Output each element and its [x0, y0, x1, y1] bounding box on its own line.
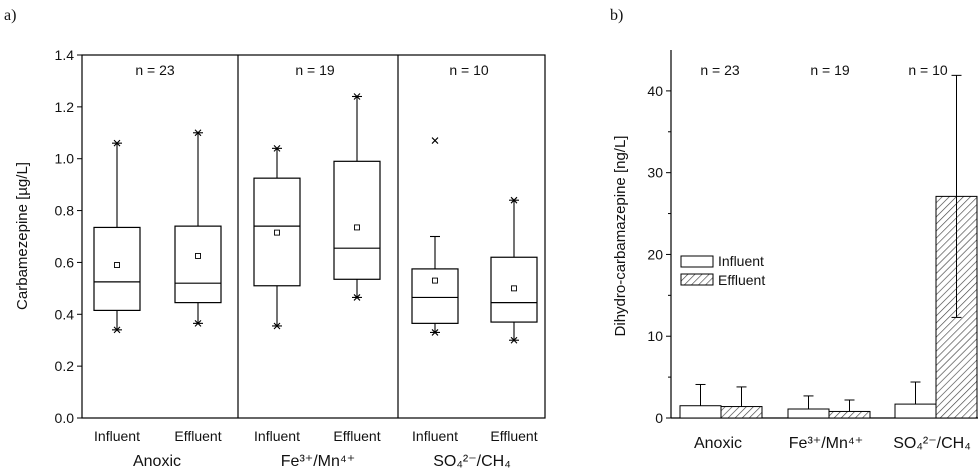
b-n-label-so4-ch4: n = 10	[908, 62, 948, 78]
extreme-marker	[273, 144, 281, 152]
box-plot	[174, 129, 222, 327]
box-plot	[93, 139, 141, 334]
extreme-marker	[194, 129, 202, 137]
y-tick-label: 1.4	[55, 47, 75, 63]
panel-b-y-axis-label: Dihydro-carbamazepine [ng/L]	[612, 136, 629, 337]
group-label-so4-ch4: SO₄²⁻/CH₄	[433, 453, 511, 470]
panel-a: a) 0.0 0.2 0.4 0.6 0.8 1.0 1.2 1.4 Carbamezepin…	[4, 7, 546, 470]
legend-label-effluent: Effluent	[718, 272, 765, 288]
extreme-marker	[510, 336, 518, 344]
box	[174, 225, 222, 304]
bar-effluent	[720, 406, 763, 419]
box	[411, 268, 459, 324]
b-n-label-anoxic: n = 23	[700, 62, 740, 78]
panel-a-label: a)	[4, 7, 16, 24]
y-tick-label: 30	[647, 165, 663, 181]
b-category-so4-ch4: SO₄²⁻/CH₄	[893, 435, 971, 452]
legend-swatch-effluent	[680, 273, 714, 286]
extreme-marker	[113, 326, 121, 334]
bar-effluent	[828, 410, 871, 419]
panel-b: b) 0 10 20 30 40 Dihydro-carbamazepine [ng/L…	[610, 7, 978, 452]
legend: Influent Effluent	[680, 253, 765, 288]
extreme-marker	[273, 322, 281, 330]
y-tick-label: 1.2	[55, 99, 75, 115]
mean-marker	[195, 252, 201, 259]
y-tick-label: 0	[655, 410, 663, 426]
y-tick-label: 0.0	[55, 410, 75, 426]
group-label-anoxic: Anoxic	[133, 453, 181, 470]
box-plot	[333, 93, 381, 301]
b-n-label-fe-mn: n = 19	[810, 62, 850, 78]
extreme-marker	[510, 196, 518, 204]
box-label-fe-effluent: Effluent	[333, 428, 380, 444]
extreme-marker	[194, 319, 202, 327]
b-category-anoxic: Anoxic	[694, 435, 742, 452]
box	[333, 160, 381, 280]
bar-influent	[679, 405, 722, 419]
y-tick-label: 0.4	[55, 306, 75, 322]
panel-a-frame	[81, 54, 546, 419]
n-label-anoxic: n = 23	[135, 62, 175, 78]
n-label-fe-mn: n = 19	[295, 62, 335, 78]
mean-marker	[114, 262, 120, 268]
box-label-fe-influent: Influent	[254, 428, 300, 444]
extreme-marker	[431, 137, 439, 144]
panel-a-y-axis-label: Carbamezepine [µg/L]	[14, 162, 31, 310]
box-plot	[253, 144, 301, 330]
mean-marker	[511, 285, 517, 292]
box-label-so4-influent: Influent	[412, 428, 458, 444]
y-tick-label: 20	[647, 246, 663, 262]
box-label-so4-effluent: Effluent	[490, 428, 537, 444]
b-category-fe-mn: Fe³⁺/Mn⁴⁺	[789, 435, 863, 452]
box-plot	[411, 137, 459, 336]
legend-label-influent: Influent	[718, 253, 764, 269]
mean-marker	[432, 277, 438, 284]
box	[93, 226, 141, 311]
box-label-anoxic-effluent: Effluent	[174, 428, 221, 444]
n-label-so4-ch4: n = 10	[449, 62, 489, 78]
box-plot	[490, 196, 538, 344]
y-tick-label: 1.0	[55, 151, 75, 167]
extreme-marker	[113, 139, 121, 147]
y-tick-label: 40	[647, 83, 663, 99]
mean-marker	[354, 224, 360, 231]
y-tick-label: 0.6	[55, 254, 75, 270]
mean-marker	[274, 229, 280, 236]
y-tick-label: 10	[647, 328, 663, 344]
extreme-marker	[353, 294, 361, 301]
panel-b-label: b)	[610, 7, 623, 24]
extreme-marker	[431, 329, 439, 336]
legend-swatch-influent	[680, 255, 714, 268]
group-label-fe-mn: Fe³⁺/Mn⁴⁺	[281, 453, 355, 470]
y-tick-label: 0.2	[55, 358, 75, 374]
box-label-anoxic-influent: Influent	[94, 428, 140, 444]
bar-influent	[894, 403, 937, 419]
extreme-marker	[353, 93, 361, 100]
bar-influent	[787, 408, 830, 419]
y-tick-label: 0.8	[55, 203, 75, 219]
